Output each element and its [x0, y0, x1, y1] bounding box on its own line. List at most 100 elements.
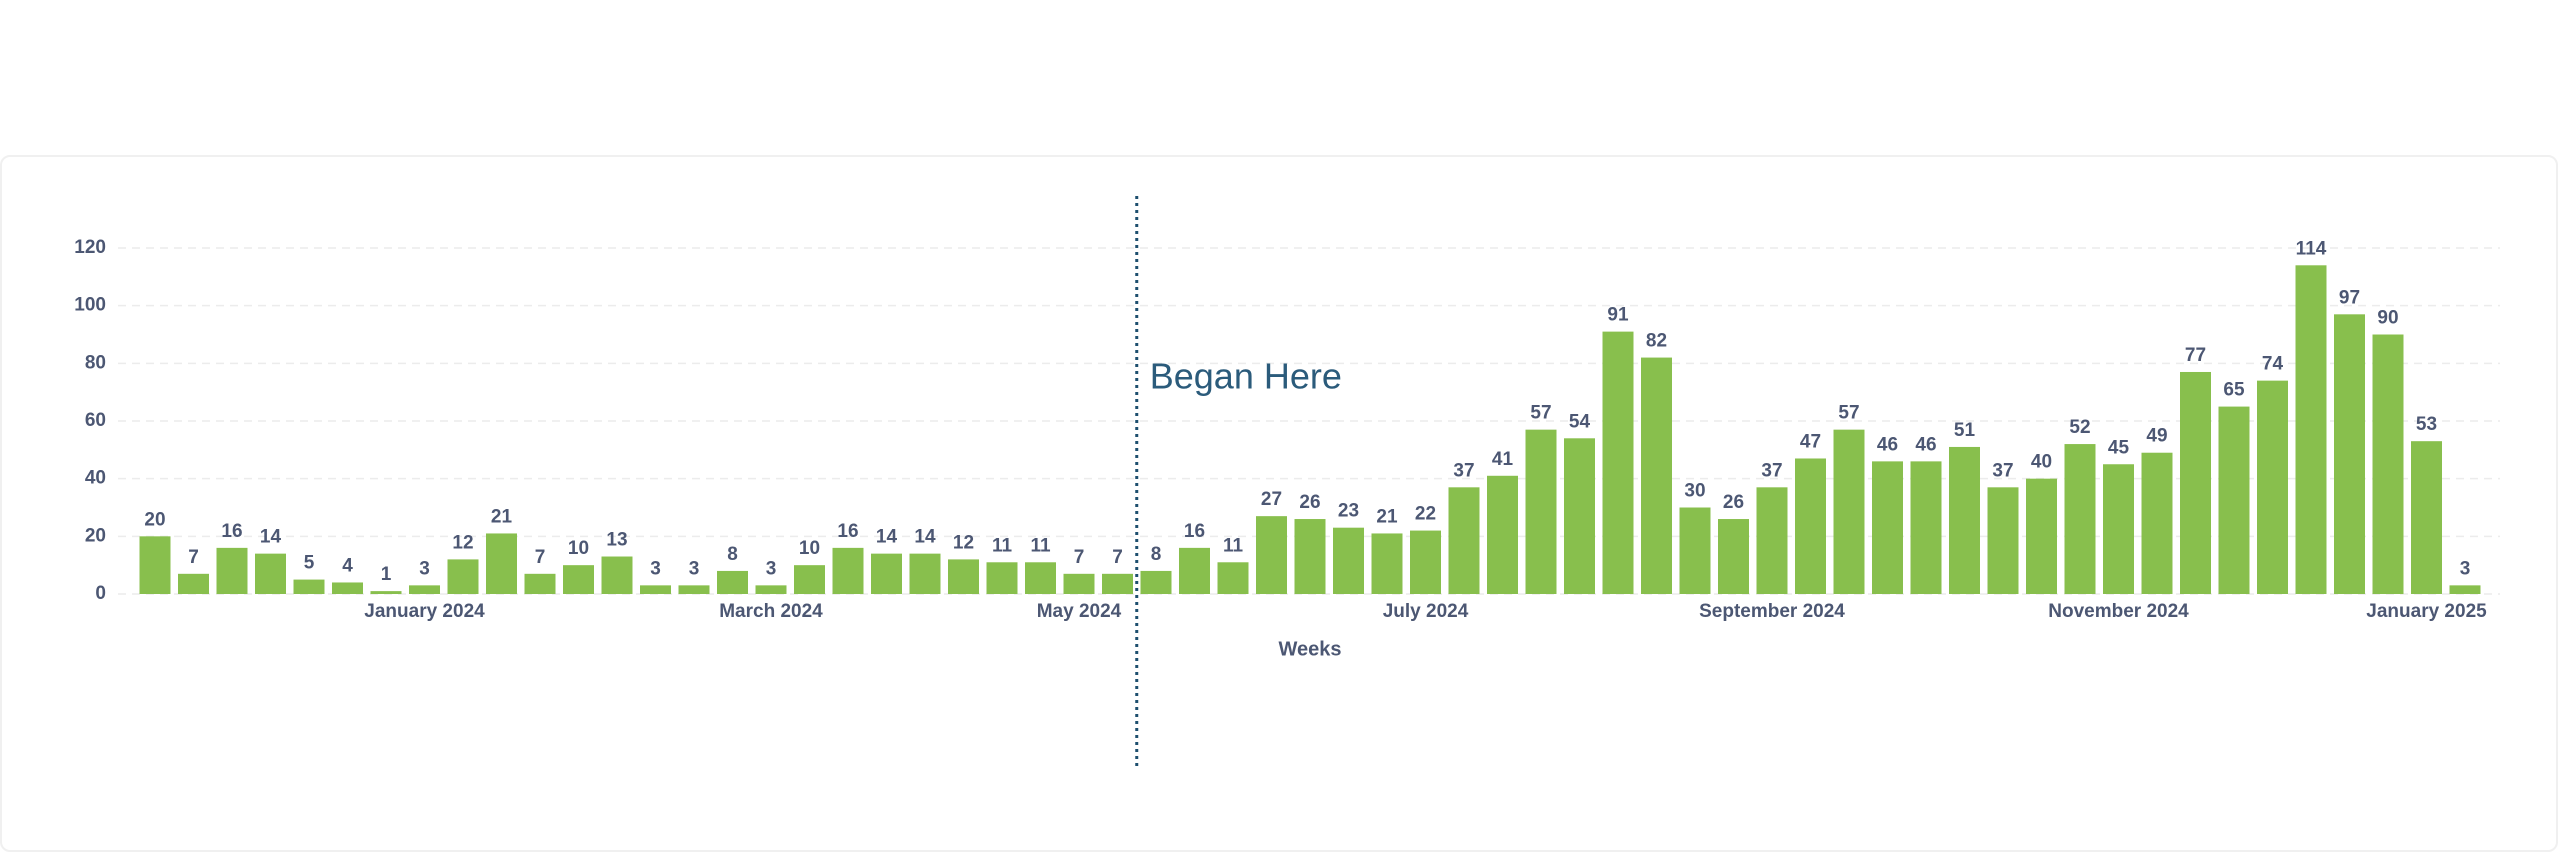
- value-label: 14: [876, 527, 898, 548]
- value-label: 7: [1112, 547, 1123, 568]
- value-label: 12: [953, 532, 974, 553]
- y-tick-label: 60: [85, 410, 106, 431]
- bar: [1602, 331, 1634, 594]
- value-label: 82: [1646, 331, 1667, 352]
- bar: [1949, 446, 1980, 594]
- x-tick-label: November 2024: [2048, 601, 2189, 622]
- x-tick-label: January 2025: [2366, 601, 2487, 622]
- bar: [1833, 429, 1865, 594]
- bar: [1910, 461, 1942, 594]
- value-label: 13: [606, 530, 627, 551]
- bar: [2026, 478, 2057, 594]
- bar: [2218, 406, 2250, 594]
- x-tick-label: July 2024: [1383, 601, 1469, 622]
- value-label: 57: [1838, 403, 1859, 424]
- value-label: 27: [1261, 489, 1282, 510]
- bar: [563, 565, 594, 594]
- bar: [1371, 533, 1403, 594]
- value-label: 10: [568, 538, 589, 559]
- value-label: 53: [2416, 414, 2437, 435]
- value-label: 3: [2460, 558, 2471, 579]
- value-label: 41: [1492, 449, 1514, 470]
- value-label: 97: [2339, 287, 2360, 308]
- bar: [1872, 461, 1903, 594]
- value-label: 37: [1761, 460, 1782, 481]
- value-label: 37: [1992, 460, 2013, 481]
- bar: [1756, 487, 1788, 594]
- y-tick-label: 120: [74, 237, 106, 258]
- value-label: 77: [2185, 345, 2206, 366]
- bar: [293, 579, 325, 594]
- value-label: 7: [1074, 547, 1085, 568]
- bar: [755, 585, 787, 594]
- bar: [139, 536, 171, 594]
- annotation-text: Began Here: [1150, 356, 1342, 397]
- bar: [986, 562, 1018, 594]
- value-label: 11: [992, 535, 1013, 556]
- y-tick-label: 40: [85, 468, 106, 489]
- value-label: 22: [1415, 504, 1436, 525]
- bar: [1025, 562, 1056, 594]
- bar: [1179, 547, 1210, 594]
- bar: [1140, 570, 1172, 594]
- bar: [1102, 573, 1133, 594]
- value-label: 21: [491, 506, 513, 527]
- value-label: 14: [260, 527, 282, 548]
- value-label: 3: [689, 558, 700, 579]
- bar: [1525, 429, 1557, 594]
- bar: [332, 582, 363, 594]
- value-label: 65: [2223, 380, 2245, 401]
- bar: [2103, 464, 2134, 594]
- x-tick-label: January 2024: [364, 601, 485, 622]
- bar: [2449, 585, 2481, 594]
- value-label: 114: [2296, 238, 2327, 259]
- value-label: 47: [1800, 431, 1821, 452]
- bar: [678, 585, 710, 594]
- x-tick-label: March 2024: [719, 601, 823, 622]
- y-tick-label: 20: [85, 525, 106, 546]
- value-label: 21: [1376, 506, 1398, 527]
- bar: [1487, 475, 1518, 594]
- value-label: 37: [1453, 460, 1474, 481]
- bar: [1448, 487, 1480, 594]
- bar: [2141, 452, 2173, 594]
- bar: [1987, 487, 2019, 594]
- value-label: 16: [221, 521, 242, 542]
- value-label: 40: [2031, 452, 2052, 473]
- value-label: 45: [2108, 437, 2130, 458]
- value-label: 26: [1299, 492, 1320, 513]
- bar: [2411, 441, 2442, 594]
- value-label: 14: [914, 527, 936, 548]
- value-label: 52: [2069, 417, 2090, 438]
- bar: [601, 556, 633, 594]
- value-label: 3: [650, 558, 661, 579]
- bar: [486, 533, 517, 594]
- value-label: 90: [2377, 308, 2398, 329]
- value-label: 51: [1954, 420, 1976, 441]
- bar: [832, 547, 864, 594]
- x-axis-label: Weeks: [1278, 638, 1341, 660]
- bar: [717, 570, 748, 594]
- x-tick-label: September 2024: [1699, 601, 1845, 622]
- bar: [1679, 507, 1711, 594]
- bar: [1256, 516, 1287, 594]
- value-label: 12: [452, 532, 473, 553]
- bar: [2257, 380, 2288, 594]
- bar: [1294, 519, 1326, 594]
- bar: [1217, 562, 1249, 594]
- value-label: 91: [1607, 305, 1629, 326]
- value-label: 1: [381, 564, 392, 585]
- bar: [2064, 444, 2096, 594]
- value-label: 46: [1877, 434, 1898, 455]
- bar: [1641, 357, 1672, 594]
- bar: [1333, 527, 1364, 594]
- value-label: 26: [1723, 492, 1744, 513]
- bar: [2295, 265, 2327, 594]
- value-label: 57: [1530, 403, 1551, 424]
- value-label: 54: [1569, 411, 1591, 432]
- value-label: 3: [766, 558, 777, 579]
- bar: [524, 573, 556, 594]
- bar: [1063, 573, 1095, 594]
- value-label: 16: [837, 521, 858, 542]
